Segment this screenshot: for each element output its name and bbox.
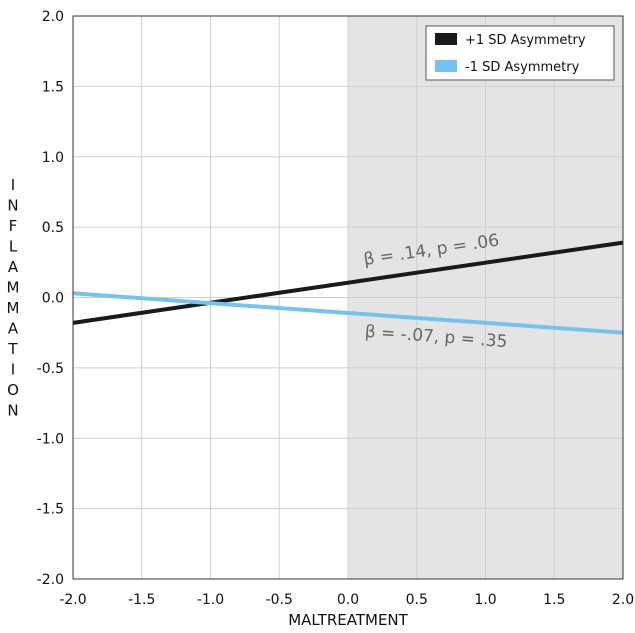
y-tick-label: 1.5 (42, 79, 64, 95)
x-tick-label: 1.0 (474, 592, 496, 608)
x-tick-label: -1.0 (197, 592, 224, 608)
y-axis-title-letter: M (7, 299, 20, 317)
y-axis-title-letter: N (7, 196, 18, 214)
series-line (72, 291, 624, 335)
series-line (72, 240, 624, 325)
y-tick-label: 2.0 (42, 9, 64, 25)
y-tick-label: 1.0 (42, 150, 64, 166)
y-axis-title-letter: A (8, 319, 19, 337)
y-tick-label: -2.0 (37, 572, 64, 588)
y-axis-title-letter: F (9, 217, 18, 235)
plot-border (72, 15, 624, 580)
y-tick-label: -0.5 (37, 361, 64, 377)
y-tick-label: 0.5 (42, 220, 64, 236)
y-axis-title-letter: T (7, 340, 18, 358)
x-tick-label: -0.5 (266, 592, 293, 608)
y-axis-title-letter: M (7, 278, 20, 296)
legend-box (425, 25, 615, 81)
x-tick-label: 0.0 (337, 592, 359, 608)
legend: +1 SD Asymmetry -1 SD Asymmetry (425, 25, 615, 81)
legend-swatch (435, 60, 457, 72)
y-axis-title-letter: L (9, 237, 18, 255)
y-tick-label: -1.0 (37, 431, 64, 447)
x-tick-label: 0.5 (406, 592, 428, 608)
y-axis-title-letter: I (11, 176, 15, 194)
x-tick-label: -2.0 (59, 592, 86, 608)
series-layer (72, 240, 624, 335)
legend-label: -1 SD Asymmetry (465, 60, 580, 75)
legend-swatch (435, 33, 457, 45)
y-axis-title-letter: N (7, 401, 18, 419)
x-axis-title: MALTREATMENT (288, 611, 408, 629)
y-axis-title-letter: I (11, 360, 15, 378)
y-tick-label: -1.5 (37, 502, 64, 518)
grid (72, 15, 624, 580)
y-tick-label: 0.0 (42, 291, 64, 307)
x-tick-label: -1.5 (128, 592, 155, 608)
x-tick-label: 1.5 (543, 592, 565, 608)
y-axis-title-letter: A (8, 258, 19, 276)
y-axis-title-letter: O (7, 381, 19, 399)
y-tick-labels: 2.0 1.5 1.0 0.5 0.0 -0.5 -1.0 -1.5 -2.0 (37, 9, 64, 588)
legend-label: +1 SD Asymmetry (465, 33, 586, 48)
x-tick-labels: -2.0 -1.5 -1.0 -0.5 0.0 0.5 1.0 1.5 2.0 (59, 592, 634, 608)
x-tick-label: 2.0 (612, 592, 634, 608)
